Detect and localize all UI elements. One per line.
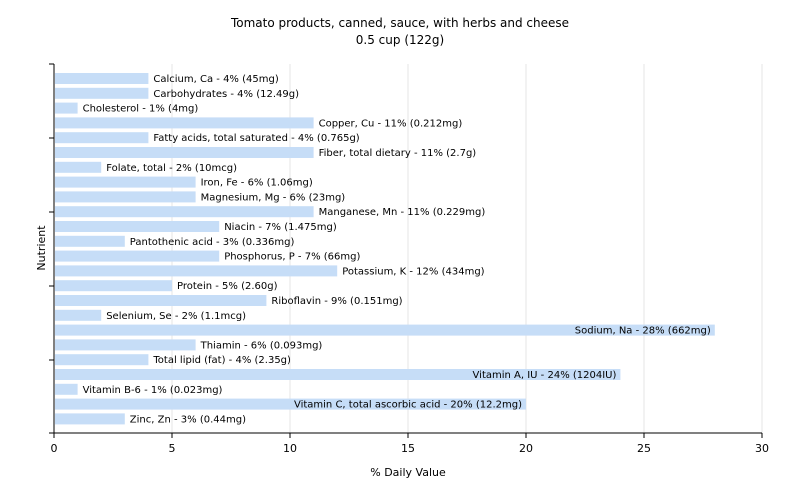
bar	[55, 117, 314, 129]
bar	[55, 221, 220, 232]
bar-label: Vitamin C, total ascorbic acid - 20% (12…	[294, 400, 522, 411]
bar	[55, 369, 621, 380]
bar	[55, 73, 149, 84]
bars-group: Calcium, Ca - 4% (45mg) Carbohydrates - 4…	[55, 73, 715, 425]
bar-label: Cholesterol - 1% (4mg)	[83, 104, 199, 115]
bar-label: Manganese, Mn - 11% (0.229mg)	[319, 207, 486, 218]
bar-label: Fiber, total dietary - 11% (2.7g)	[319, 148, 477, 159]
bar	[55, 398, 526, 410]
bar-label: Copper, Cu - 11% (0.212mg)	[319, 118, 463, 129]
bar	[55, 87, 149, 99]
bar-label: Carbohydrates - 4% (12.49g)	[153, 89, 299, 100]
bar	[55, 191, 196, 203]
bar	[55, 132, 149, 144]
chart-title: Tomato products, canned, sauce, with her…	[230, 16, 569, 30]
bar	[55, 309, 102, 321]
bar-label: Selenium, Se - 2% (1.1mcg)	[106, 311, 246, 322]
bar-label: Zinc, Zn - 3% (0.44mg)	[130, 414, 246, 425]
chart-subtitle: 0.5 cup (122g)	[356, 33, 444, 47]
bar-label: Vitamin B-6 - 1% (0.023mg)	[83, 385, 223, 396]
x-tick-label: 20	[519, 442, 533, 455]
bar-label: Vitamin A, IU - 24% (1204IU)	[473, 370, 617, 381]
bar-label: Protein - 5% (2.60g)	[177, 281, 278, 292]
bar-label: Thiamin - 6% (0.093mg)	[200, 340, 323, 351]
bar	[55, 206, 314, 218]
bar	[55, 280, 172, 292]
bar-label: Folate, total - 2% (10mcg)	[106, 163, 237, 174]
x-tick-label: 25	[637, 442, 651, 455]
bar-label: Niacin - 7% (1.475mg)	[224, 222, 337, 233]
bar	[55, 383, 78, 395]
x-tick-label: 0	[51, 442, 58, 455]
bar	[55, 102, 78, 114]
bar	[55, 354, 149, 366]
bar-label: Phosphorus, P - 7% (66mg)	[224, 252, 360, 263]
bar	[55, 250, 220, 262]
bar	[55, 324, 715, 336]
x-tick-label: 15	[401, 442, 415, 455]
bar	[55, 161, 102, 173]
x-tick-label: 5	[169, 442, 176, 455]
bar-label: Riboflavin - 9% (0.151mg)	[271, 296, 402, 307]
bar-label: Sodium, Na - 28% (662mg)	[575, 326, 711, 337]
bar-label: Potassium, K - 12% (434mg)	[342, 266, 484, 277]
axes-group: 0 5 10 15 20 25 30	[49, 63, 769, 455]
bar-label: Total lipid (fat) - 4% (2.35g)	[152, 355, 291, 366]
bar-label: Iron, Fe - 6% (1.06mg)	[201, 178, 313, 189]
bar	[55, 295, 267, 306]
bar	[55, 147, 314, 158]
bar-label: Calcium, Ca - 4% (45mg)	[153, 74, 278, 85]
x-tick-label: 30	[755, 442, 769, 455]
bar	[55, 235, 125, 247]
x-axis-title: % Daily Value	[370, 466, 446, 479]
bar-label: Pantothenic acid - 3% (0.336mg)	[130, 237, 295, 248]
bar	[55, 176, 196, 188]
bar-label: Fatty acids, total saturated - 4% (0.765…	[153, 133, 359, 144]
bar-label: Magnesium, Mg - 6% (23mg)	[201, 192, 346, 203]
y-axis-title: Nutrient	[35, 225, 48, 271]
bar	[55, 265, 338, 277]
bar	[55, 339, 196, 351]
bar	[55, 413, 125, 425]
x-tick-label: 10	[283, 442, 297, 455]
